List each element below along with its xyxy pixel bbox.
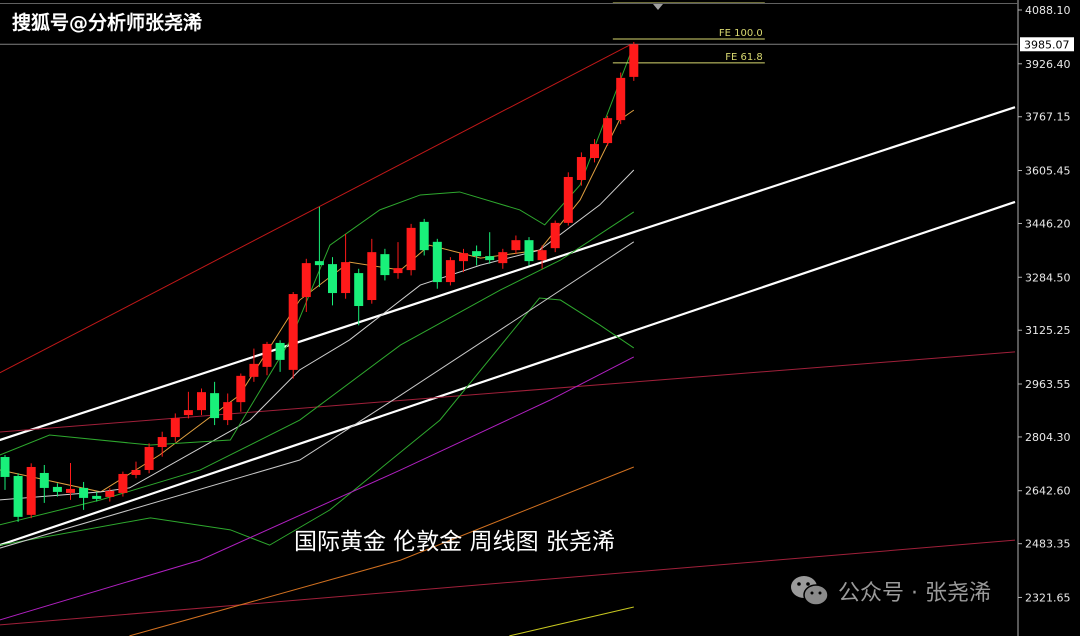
price-tick-label: 3125.25: [1025, 324, 1071, 337]
candle-down: [485, 256, 495, 261]
price-tick-label: 3767.15: [1025, 111, 1071, 124]
candle-up: [105, 490, 115, 497]
trend-line-2: [0, 44, 631, 374]
indicator-line-7: [129, 466, 634, 636]
candle-down: [13, 475, 23, 517]
candle-up: [26, 466, 36, 515]
price-tick-label: 2963.55: [1025, 378, 1071, 391]
indicator-line-5: [0, 241, 635, 549]
candle-down: [79, 487, 89, 498]
price-tick-label: 2804.30: [1025, 431, 1071, 444]
candle-up: [393, 268, 403, 274]
candles-layer: [0, 41, 639, 522]
candle-up: [301, 263, 311, 298]
candle-up: [603, 118, 613, 144]
current-price-box: [1020, 37, 1074, 52]
candle-down: [472, 251, 482, 257]
candle-up: [288, 294, 298, 370]
candle-down: [328, 264, 337, 294]
fe-level-label-1: FE 61.8: [725, 52, 763, 63]
candle-up: [236, 375, 246, 403]
candle-up: [459, 253, 468, 262]
candle-up: [563, 176, 573, 223]
candle-up: [144, 447, 154, 470]
indicator-line-0: [0, 109, 635, 493]
candle-down: [0, 457, 10, 477]
candle-up: [170, 418, 180, 438]
candle-down: [92, 495, 102, 499]
trend-line-3: [0, 351, 1016, 433]
candle-up: [629, 44, 639, 77]
candle-down: [524, 240, 534, 262]
candle-up: [118, 473, 128, 493]
trend-line-4: [0, 539, 1016, 626]
candle-down: [380, 254, 390, 276]
indicator-line-4: [0, 297, 635, 546]
fe-level-label-0: FE 100.0: [719, 28, 763, 39]
candle-up: [223, 402, 233, 421]
candle-up: [262, 343, 272, 367]
price-tick-label: 3605.45: [1025, 165, 1071, 178]
candle-up: [590, 144, 599, 159]
candle-up: [576, 157, 586, 180]
candle-up: [183, 410, 193, 416]
source-watermark: 搜狐号@分析师张尧浠: [12, 12, 203, 34]
wechat-watermark: 公众号 · 张尧浠: [790, 575, 991, 607]
candle-up: [406, 227, 416, 271]
candle-up: [367, 252, 377, 301]
price-tick-label: 3284.50: [1025, 271, 1071, 284]
candle-down: [52, 486, 62, 492]
candle-down: [39, 472, 49, 488]
candle-up: [131, 469, 141, 475]
current-price-label: 3985.07: [1024, 38, 1070, 51]
candle-down: [314, 261, 324, 266]
indicator-line-3: [0, 211, 635, 526]
price-tick-label: 4088.10: [1025, 4, 1071, 17]
price-tick-label: 3446.20: [1025, 217, 1071, 230]
candle-up: [445, 260, 455, 283]
candle-up: [537, 250, 547, 261]
indicator-line-6: [0, 356, 635, 621]
indicator-line-2: [0, 44, 635, 456]
price-tick-label: 2642.60: [1025, 485, 1071, 498]
candle-down: [210, 393, 220, 419]
price-tick-label: 2483.35: [1025, 538, 1071, 551]
candle-up: [197, 392, 206, 411]
candle-up: [341, 262, 351, 294]
wechat-icon: [791, 576, 829, 606]
candle-up: [66, 488, 75, 493]
candle-up: [511, 240, 521, 251]
chart-caption: 国际黄金 伦敦金 周线图 张尧浠: [294, 529, 615, 555]
candle-down: [432, 241, 442, 283]
candle-down: [275, 342, 285, 360]
trend-lines-layer: [0, 44, 1016, 626]
period-separator-marker: [653, 4, 663, 10]
indicator-line-8: [509, 606, 634, 636]
candle-up: [550, 222, 560, 249]
candle-up: [157, 437, 167, 448]
candle-down: [419, 221, 429, 251]
candle-up: [616, 77, 626, 121]
price-tick-label: 2321.65: [1025, 591, 1071, 604]
price-tick-label: 3926.40: [1025, 58, 1071, 71]
candle-down: [354, 273, 364, 307]
trend-line-0: [0, 106, 1016, 442]
wechat-account-text: 公众号 · 张尧浠: [838, 581, 991, 606]
trend-line-1: [0, 200, 1016, 547]
candle-up: [498, 252, 508, 264]
candle-up: [249, 363, 259, 377]
